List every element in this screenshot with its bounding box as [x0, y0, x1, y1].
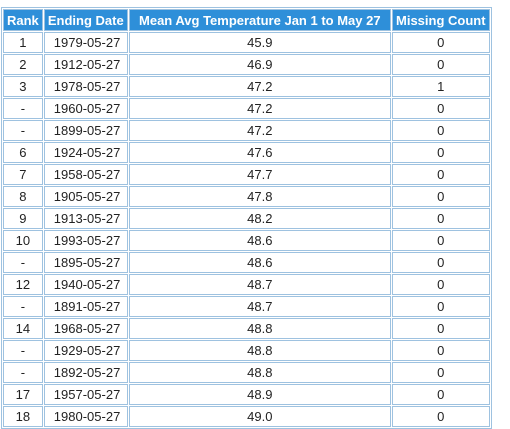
- missing-count-cell: 0: [391, 296, 490, 317]
- table-row: 7 1958-05-27 47.7 0: [3, 164, 490, 185]
- rank-cell: 8: [3, 186, 43, 207]
- missing-count-cell: 0: [391, 384, 490, 405]
- rank-cell: 6: [3, 142, 43, 163]
- missing-count-cell: 0: [391, 406, 490, 427]
- missing-count-cell: 0: [391, 54, 490, 75]
- mean-temperature-cell: 48.9: [128, 384, 391, 405]
- ending-date-cell: 1980-05-27: [43, 406, 128, 427]
- table-row: 14 1968-05-27 48.8 0: [3, 318, 490, 339]
- ending-date-cell: 1905-05-27: [43, 186, 128, 207]
- column-header-ending-date[interactable]: Ending Date: [43, 9, 128, 31]
- ending-date-cell: 1960-05-27: [43, 98, 128, 119]
- mean-temperature-cell: 47.8: [128, 186, 391, 207]
- table-row: 3 1978-05-27 47.2 1: [3, 76, 490, 97]
- column-header-mean-avg-temperature[interactable]: Mean Avg Temperature Jan 1 to May 27: [128, 9, 391, 31]
- rank-cell: -: [3, 340, 43, 361]
- ending-date-cell: 1899-05-27: [43, 120, 128, 141]
- mean-temperature-cell: 47.7: [128, 164, 391, 185]
- missing-count-cell: 0: [391, 318, 490, 339]
- ending-date-cell: 1929-05-27: [43, 340, 128, 361]
- ending-date-cell: 1978-05-27: [43, 76, 128, 97]
- rank-cell: 7: [3, 164, 43, 185]
- missing-count-cell: 0: [391, 252, 490, 273]
- table-row: -1960-05-27 47.2 0: [3, 98, 490, 119]
- missing-count-cell: 0: [391, 230, 490, 251]
- missing-count-cell: 0: [391, 362, 490, 383]
- missing-count-cell: 0: [391, 142, 490, 163]
- rank-cell: 14: [3, 318, 43, 339]
- ending-date-cell: 1958-05-27: [43, 164, 128, 185]
- table-row: 18 1980-05-27 49.0 0: [3, 406, 490, 427]
- header-row: Rank Ending Date Mean Avg Temperature Ja…: [3, 9, 490, 31]
- missing-count-cell: 0: [391, 208, 490, 229]
- mean-temperature-cell: 46.9: [128, 54, 391, 75]
- ending-date-cell: 1940-05-27: [43, 274, 128, 295]
- rank-cell: 1: [3, 32, 43, 53]
- missing-count-cell: 0: [391, 274, 490, 295]
- ending-date-cell: 1924-05-27: [43, 142, 128, 163]
- rank-cell: 10: [3, 230, 43, 251]
- rank-cell: 2: [3, 54, 43, 75]
- column-header-missing-count[interactable]: Missing Count: [391, 9, 490, 31]
- rank-cell: -: [3, 362, 43, 383]
- ending-date-cell: 1892-05-27: [43, 362, 128, 383]
- table-row: 6 1924-05-27 47.6 0: [3, 142, 490, 163]
- ending-date-cell: 1912-05-27: [43, 54, 128, 75]
- mean-temperature-cell: 48.7: [128, 274, 391, 295]
- table-row: 17 1957-05-27 48.9 0: [3, 384, 490, 405]
- mean-temperature-cell: 48.8: [128, 362, 391, 383]
- column-header-rank[interactable]: Rank: [3, 9, 43, 31]
- table-row: 9 1913-05-27 48.2 0: [3, 208, 490, 229]
- mean-temperature-cell: 49.0: [128, 406, 391, 427]
- ending-date-cell: 1913-05-27: [43, 208, 128, 229]
- rank-cell: 12: [3, 274, 43, 295]
- mean-temperature-cell: 48.6: [128, 252, 391, 273]
- rank-cell: -: [3, 98, 43, 119]
- table-row: -1895-05-27 48.6 0: [3, 252, 490, 273]
- missing-count-cell: 0: [391, 164, 490, 185]
- mean-temperature-cell: 48.8: [128, 340, 391, 361]
- table-row: 10 1993-05-27 48.6 0: [3, 230, 490, 251]
- mean-temperature-cell: 45.9: [128, 32, 391, 53]
- mean-temperature-cell: 47.2: [128, 76, 391, 97]
- mean-temperature-cell: 47.2: [128, 120, 391, 141]
- missing-count-cell: 0: [391, 340, 490, 361]
- table-row: -1891-05-27 48.7 0: [3, 296, 490, 317]
- ending-date-cell: 1895-05-27: [43, 252, 128, 273]
- table-row: 8 1905-05-27 47.8 0: [3, 186, 490, 207]
- ending-date-cell: 1891-05-27: [43, 296, 128, 317]
- ending-date-cell: 1968-05-27: [43, 318, 128, 339]
- ending-date-cell: 1979-05-27: [43, 32, 128, 53]
- missing-count-cell: 0: [391, 32, 490, 53]
- table-row: -1899-05-27 47.2 0: [3, 120, 490, 141]
- mean-temperature-cell: 47.2: [128, 98, 391, 119]
- ending-date-cell: 1957-05-27: [43, 384, 128, 405]
- table-row: 12 1940-05-27 48.7 0: [3, 274, 490, 295]
- mean-temperature-cell: 48.6: [128, 230, 391, 251]
- table-row: 1 1979-05-27 45.9 0: [3, 32, 490, 53]
- missing-count-cell: 1: [391, 76, 490, 97]
- table-body: 1 1979-05-27 45.9 0 2 1912-05-27 46.9 0 3 1978-05…: [3, 32, 490, 427]
- mean-temperature-cell: 48.7: [128, 296, 391, 317]
- missing-count-cell: 0: [391, 186, 490, 207]
- rank-cell: 9: [3, 208, 43, 229]
- temperature-ranking-table: Rank Ending Date Mean Avg Temperature Ja…: [1, 7, 492, 429]
- missing-count-cell: 0: [391, 98, 490, 119]
- mean-temperature-cell: 47.6: [128, 142, 391, 163]
- ending-date-cell: 1993-05-27: [43, 230, 128, 251]
- rank-cell: -: [3, 120, 43, 141]
- mean-temperature-cell: 48.2: [128, 208, 391, 229]
- rank-cell: 18: [3, 406, 43, 427]
- rank-cell: -: [3, 296, 43, 317]
- mean-temperature-cell: 48.8: [128, 318, 391, 339]
- results-table-container: Rank Ending Date Mean Avg Temperature Ja…: [1, 7, 492, 429]
- table-row: -1892-05-27 48.8 0: [3, 362, 490, 383]
- rank-cell: 3: [3, 76, 43, 97]
- rank-cell: -: [3, 252, 43, 273]
- table-row: 2 1912-05-27 46.9 0: [3, 54, 490, 75]
- rank-cell: 17: [3, 384, 43, 405]
- table-row: -1929-05-27 48.8 0: [3, 340, 490, 361]
- missing-count-cell: 0: [391, 120, 490, 141]
